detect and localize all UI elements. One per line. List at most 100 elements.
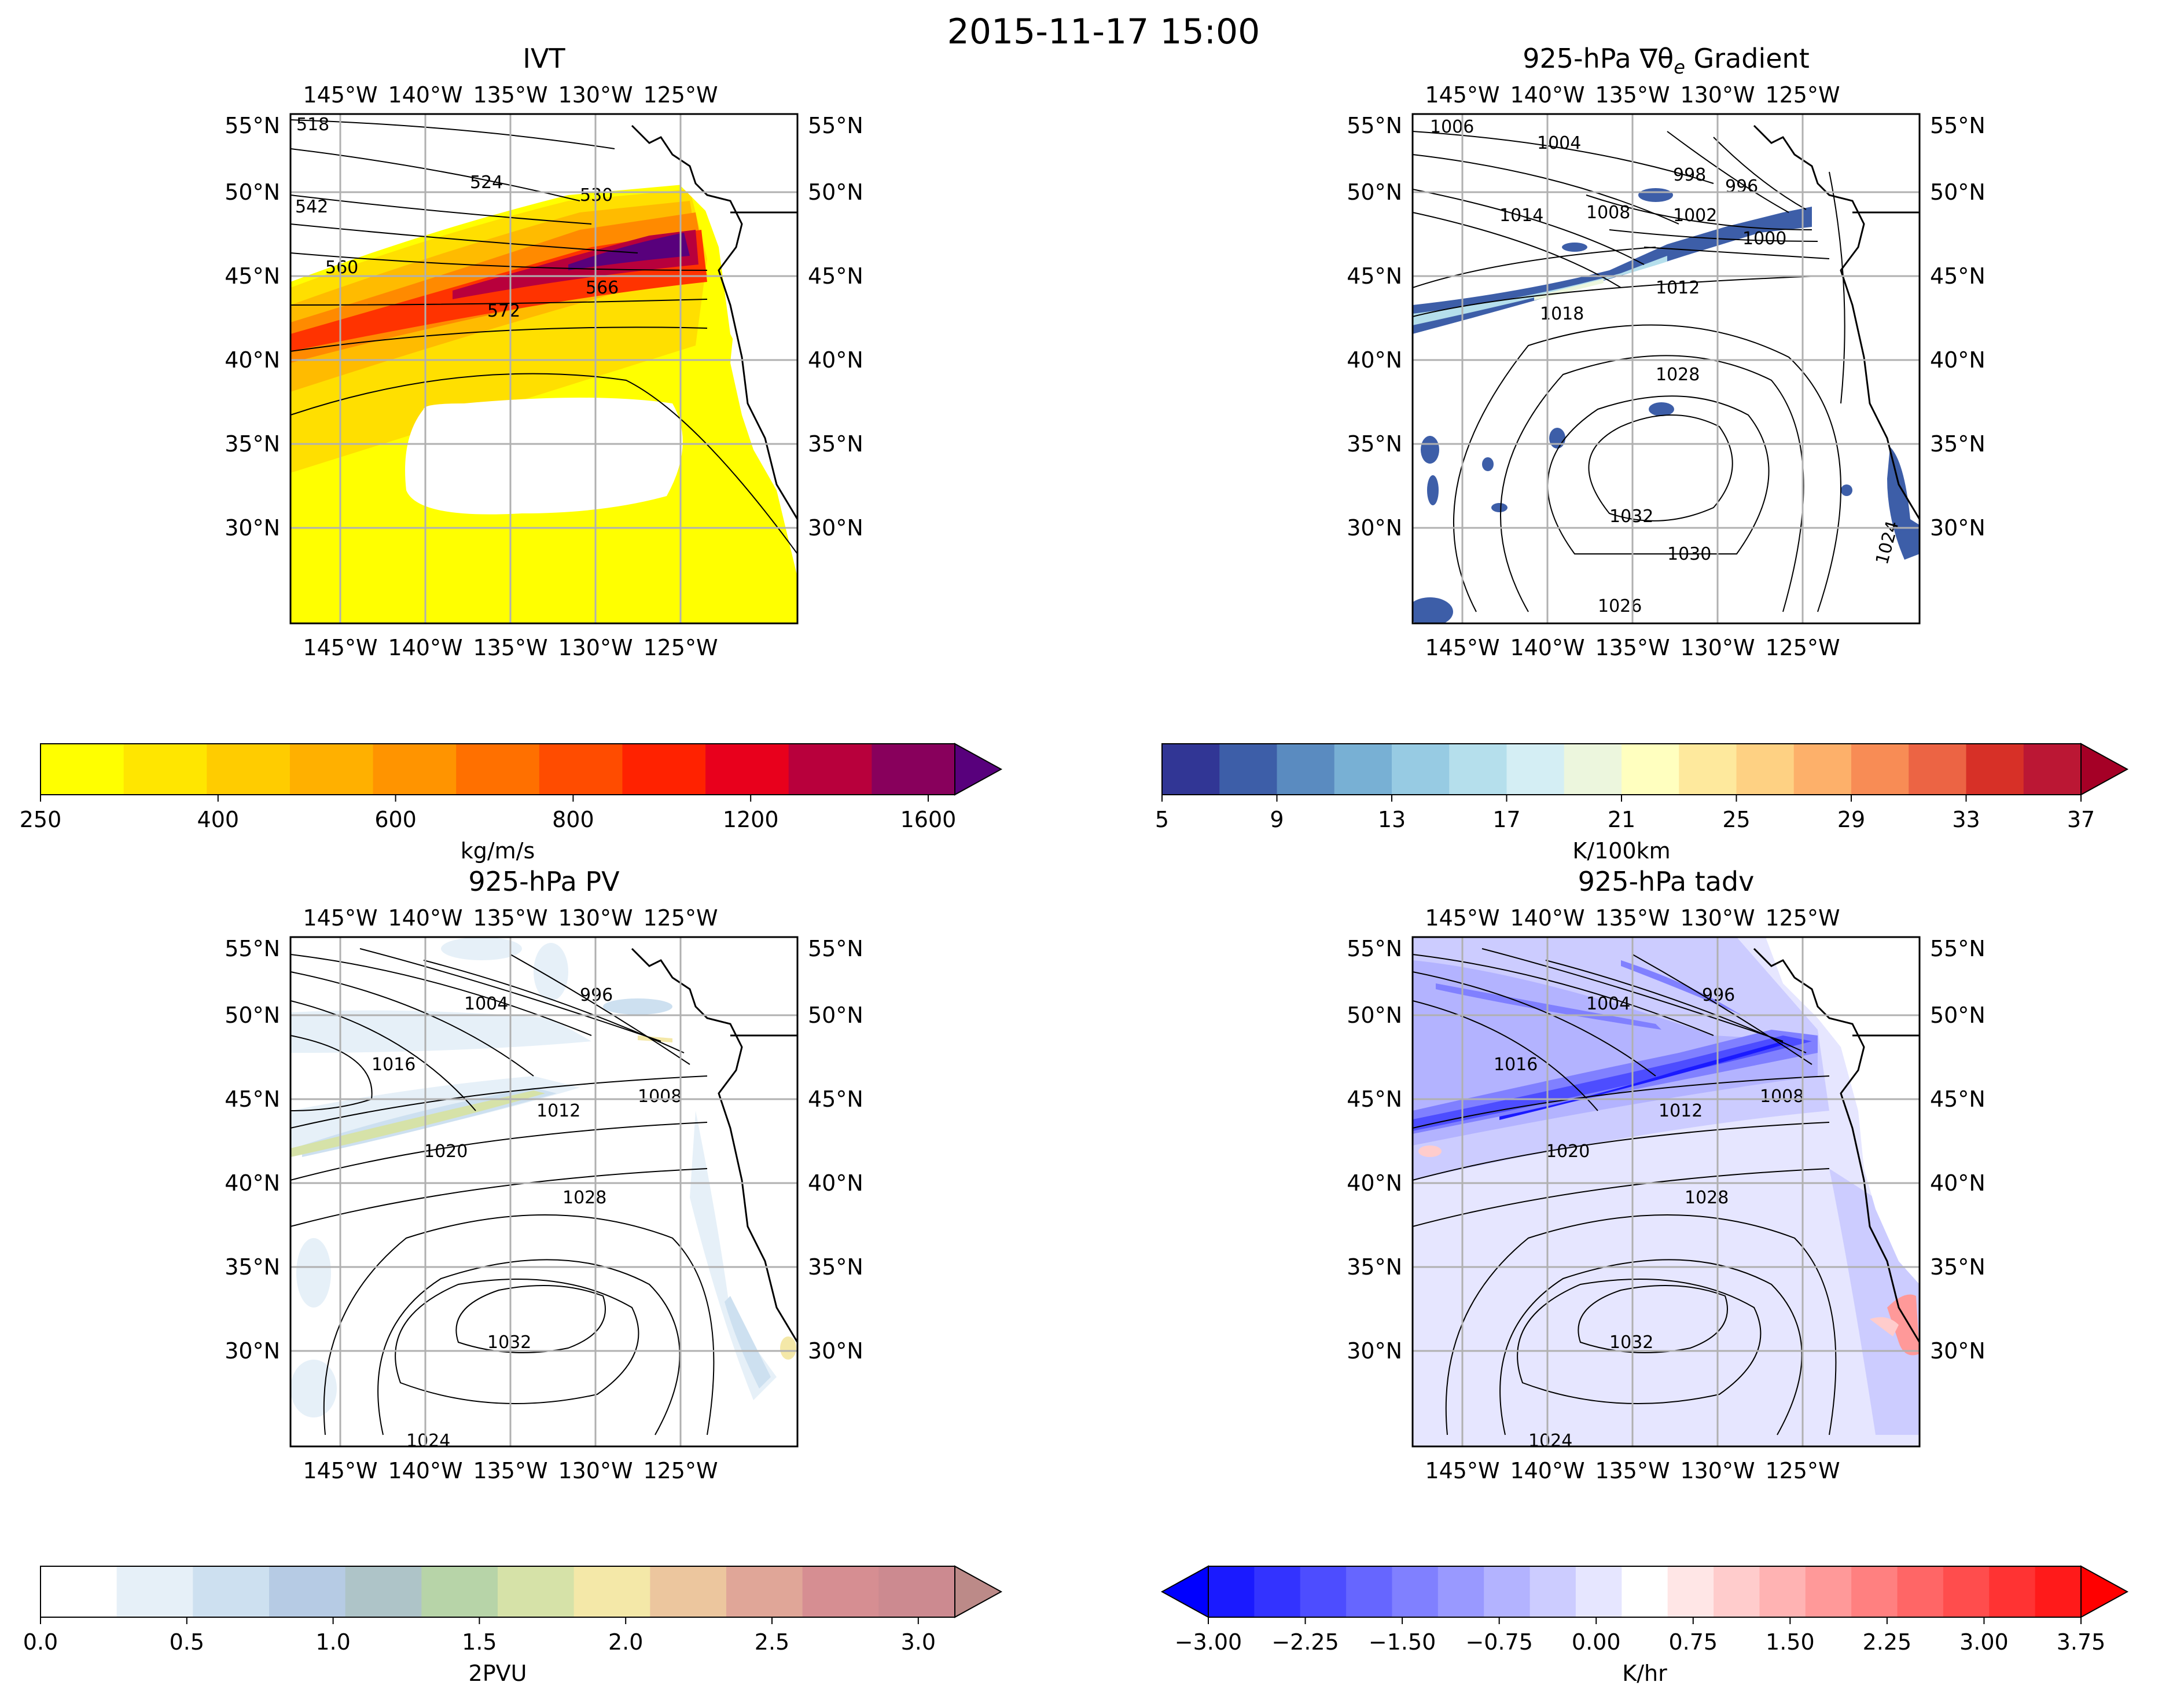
colorbar-swatch [269, 1566, 346, 1617]
front-band-core [1534, 279, 1604, 300]
colorbar-tick-label: 3.75 [2057, 1629, 2106, 1655]
colorbar-tick-label: 21 [1608, 807, 1635, 832]
colorbar-tick-label: 2.0 [608, 1629, 643, 1655]
lon-tick-label: 145°W [1425, 1458, 1499, 1483]
contour-label: 1020 [424, 1141, 468, 1162]
lat-tick-label: 45°N [1930, 263, 1986, 289]
lat-tick-label: 50°N [1930, 179, 1986, 205]
lon-tick-label: 130°W [558, 905, 633, 931]
colorbar-swatch [1805, 1566, 1852, 1617]
colorbar-swatch [41, 744, 124, 795]
lon-tick-label: 140°W [1510, 1458, 1584, 1483]
lon-tick-label: 130°W [1680, 1458, 1755, 1483]
lat-tick-label: 40°N [1347, 347, 1402, 373]
contour-label: 560 [325, 258, 358, 278]
ticks: 145°W 145°W 140°W 140°W 135°W 135°W 130°W 130°W… [1347, 82, 1986, 660]
colorbar-extend-left [1160, 1565, 1209, 1618]
contour-label: 1016 [1494, 1055, 1538, 1075]
contour-label: 1004 [1586, 994, 1630, 1014]
colorbar-swatch [1667, 1566, 1714, 1617]
lat-tick-label: 35°N [1930, 431, 1986, 457]
lon-tick-label: 125°W [643, 1458, 718, 1483]
lat-tick-label: 45°N [1930, 1086, 1986, 1112]
graticule [1413, 937, 1920, 1446]
colorbar-swatch [1897, 1566, 1944, 1617]
colorbar-tick-label: 1.5 [462, 1629, 497, 1655]
colorbar-tick-label: 600 [374, 807, 417, 832]
colorbar-swatch [1759, 1566, 1806, 1617]
colorbar-tick-label: 0.5 [170, 1629, 204, 1655]
contour-label: 996 [1725, 177, 1758, 197]
colorbar-frame [1208, 1566, 2082, 1618]
lon-tick-label: 140°W [1510, 905, 1584, 931]
front-band-inner [1413, 256, 1667, 325]
lat-tick-label: 30°N [1347, 1338, 1402, 1364]
map-area-tadv: 1004 996 1016 1008 1012 1020 1028 1032 1… [1413, 937, 1920, 1451]
colorbar-tadv: −3.00 −2.25 −1.50 −0.75 0.00 0.75 1.50 2.25 3.00… [1160, 1565, 2129, 1686]
contour-label: 1024 [406, 1431, 450, 1451]
colorbar-swatch [1219, 744, 1277, 795]
colorbar-swatch [1449, 744, 1507, 795]
lat-tick-label: 35°N [808, 431, 863, 457]
lon-tick-label: 135°W [1595, 1458, 1670, 1483]
lon-tick-label: 140°W [388, 1458, 462, 1483]
colorbar-swatch [1437, 1566, 1484, 1617]
colorbar-label: K/hr [1622, 1661, 1667, 1686]
contour-label: 1032 [1609, 506, 1653, 527]
tadv-land [1766, 937, 1920, 1284]
lat-tick-label: 40°N [1930, 347, 1986, 373]
lon-tick-label: 130°W [558, 1458, 633, 1483]
colorbar-label: kg/m/s [461, 838, 535, 864]
ivt-contour-labels: 518 524 530 542 560 566 572 [295, 115, 619, 321]
tadv-warm [1887, 1294, 1920, 1356]
panel-ivt: IVT [225, 43, 863, 660]
contour-label: 1020 [1546, 1141, 1590, 1162]
lat-tick-label: 55°N [808, 113, 863, 138]
colorbar-tick-label: 33 [1952, 807, 1980, 832]
lon-tick-label: 140°W [1510, 82, 1584, 108]
title-suffix: Gradient [1685, 43, 1810, 74]
contour-label: 1024 [1528, 1431, 1572, 1451]
lon-tick-label: 140°W [1510, 635, 1584, 660]
lon-tick-label: 125°W [1765, 635, 1840, 660]
contour-label: 518 [296, 115, 329, 135]
colorbar-extend-right [954, 743, 1003, 796]
contour-label: 996 [1702, 985, 1735, 1005]
map-frame [289, 936, 799, 1448]
lon-tick-label: 125°W [1765, 1458, 1840, 1483]
colorbar-tick-label: 0.0 [23, 1629, 58, 1655]
lon-tick-label: 130°W [1680, 635, 1755, 660]
lat-tick-label: 50°N [1930, 1002, 1986, 1028]
contour-label: 1026 [1598, 596, 1642, 616]
colorbar-swatch [1529, 1566, 1576, 1617]
lon-tick-label: 130°W [1680, 905, 1755, 931]
colorbar-swatch [1208, 1566, 1255, 1617]
tadv-contour-labels: 1004 996 1016 1008 1012 1020 1028 1032 1… [1494, 985, 1804, 1451]
lat-tick-label: 35°N [1347, 1254, 1402, 1280]
colorbar-tick-label: 2.5 [755, 1629, 789, 1655]
panel-title-tadv: 925-hPa tadv [1578, 866, 1755, 897]
colorbar-swatch [207, 744, 291, 795]
panel-title-gradient: 925-hPa ∇θe Gradient [1523, 43, 1809, 78]
lon-tick-label: 135°W [473, 905, 547, 931]
contour-label: 530 [580, 185, 613, 205]
colorbar-swatch [802, 1566, 879, 1617]
lat-tick-label: 35°N [1347, 431, 1402, 457]
colorbar-swatch [123, 744, 207, 795]
graticule [291, 114, 797, 623]
lat-tick-label: 40°N [808, 1170, 863, 1196]
colorbar-swatch [1943, 1566, 1990, 1617]
lat-tick-label: 50°N [808, 1002, 863, 1028]
colorbar-gradient: 5 9 13 17 21 25 29 33 37 K/100km [1155, 743, 2129, 864]
colorbar-swatch [1714, 1566, 1760, 1617]
map-area-gradient: 1006 1004 998 996 1014 1008 1002 1000 10… [1413, 114, 1920, 623]
colorbar-tick-label: 0.00 [1572, 1629, 1621, 1655]
lon-tick-label: 145°W [303, 905, 377, 931]
lat-tick-label: 40°N [225, 347, 280, 373]
pv-contour-labels: 1004 996 1016 1008 1012 1020 1028 1032 1… [372, 985, 682, 1451]
colorbar-swatch [289, 744, 374, 795]
ivt-min-region [405, 398, 683, 515]
colorbar-swatch [1334, 744, 1392, 795]
contour-label: 998 [1673, 165, 1706, 185]
colorbar-tick-label: 1.0 [315, 1629, 350, 1655]
